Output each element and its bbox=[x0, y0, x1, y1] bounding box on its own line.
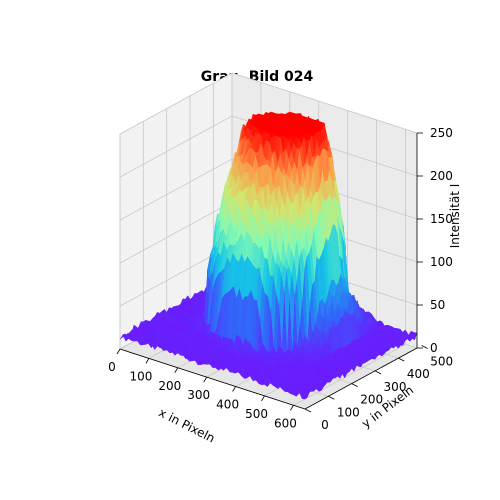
y-tick-mark bbox=[328, 395, 335, 400]
y-tick-mark bbox=[304, 408, 312, 413]
z-tick-label: 200 bbox=[430, 169, 453, 183]
y-tick-label: 0 bbox=[321, 418, 329, 432]
x-tick-label: 500 bbox=[245, 407, 268, 421]
x-tick-mark bbox=[116, 348, 121, 355]
z-tick-label: 100 bbox=[430, 255, 453, 269]
z-gridline bbox=[119, 72, 418, 135]
y-tick-label: 500 bbox=[430, 354, 453, 368]
z-gridline bbox=[119, 115, 418, 178]
x-tick-mark bbox=[174, 367, 179, 373]
axis-lines bbox=[116, 132, 428, 413]
z-tick-label: 250 bbox=[430, 126, 453, 140]
x-tick-mark bbox=[232, 386, 236, 392]
y-tick-mark bbox=[374, 370, 382, 375]
x-tick-mark bbox=[203, 376, 208, 383]
x-tick-mark bbox=[145, 358, 150, 364]
y-tick-label: 200 bbox=[360, 393, 383, 407]
x-tick-mark bbox=[261, 395, 265, 402]
y-tick-mark bbox=[398, 357, 405, 362]
z-tick-label: 150 bbox=[430, 212, 453, 226]
y-tick-mark bbox=[351, 383, 358, 387]
z-tick-label: 0 bbox=[430, 341, 438, 355]
x-axis-line bbox=[119, 348, 306, 410]
x-tick-label: 400 bbox=[216, 398, 239, 412]
x-tick-label: 300 bbox=[187, 388, 210, 402]
z-gridline bbox=[119, 158, 418, 221]
y-tick-label: 300 bbox=[384, 380, 407, 394]
y-tick-label: 400 bbox=[407, 367, 430, 381]
x-tick-label: 200 bbox=[158, 379, 181, 393]
x-tick-mark bbox=[290, 405, 294, 411]
x-tick-label: 100 bbox=[129, 369, 152, 383]
x-tick-label: 0 bbox=[108, 360, 116, 374]
surface-mesh bbox=[119, 111, 418, 400]
surface-cell bbox=[119, 333, 126, 340]
z-axis-label: Intensität I bbox=[448, 184, 462, 249]
x-axis-label: x in Pixeln bbox=[156, 405, 217, 445]
y-tick-label: 100 bbox=[337, 405, 360, 419]
x-tick-label: 600 bbox=[274, 416, 297, 430]
y-tick-mark bbox=[421, 345, 428, 349]
z-tick-label: 50 bbox=[430, 298, 445, 312]
